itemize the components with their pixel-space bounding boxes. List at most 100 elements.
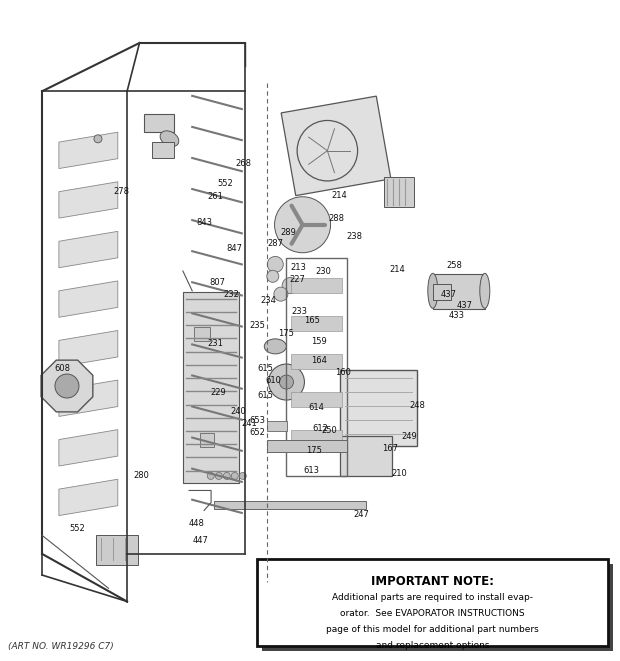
- Bar: [291, 430, 342, 445]
- Bar: [291, 392, 342, 407]
- Text: 433: 433: [449, 311, 465, 321]
- Bar: [214, 501, 366, 509]
- Bar: [267, 421, 286, 431]
- Bar: [286, 258, 347, 476]
- Text: Additional parts are required to install evap-: Additional parts are required to install…: [332, 592, 533, 602]
- Text: 653: 653: [249, 416, 265, 425]
- Bar: [144, 114, 174, 132]
- Circle shape: [268, 364, 304, 400]
- Text: 610: 610: [265, 376, 281, 385]
- Bar: [340, 436, 392, 476]
- Text: 229: 229: [211, 388, 226, 397]
- Polygon shape: [59, 281, 118, 317]
- Bar: [152, 142, 174, 158]
- Bar: [281, 96, 391, 196]
- Text: 233: 233: [291, 307, 308, 317]
- Text: 613: 613: [304, 466, 320, 475]
- Text: page of this model for additional part numbers: page of this model for additional part n…: [326, 625, 539, 633]
- Text: 234: 234: [260, 296, 277, 305]
- Text: 615: 615: [257, 364, 273, 373]
- Circle shape: [207, 473, 215, 479]
- Circle shape: [267, 256, 283, 272]
- Text: 652: 652: [249, 428, 265, 438]
- Text: 214: 214: [331, 191, 347, 200]
- Circle shape: [239, 473, 246, 479]
- Bar: [291, 278, 342, 293]
- Text: 437: 437: [440, 290, 456, 299]
- Text: 288: 288: [329, 214, 345, 223]
- Text: 210: 210: [392, 469, 407, 478]
- Text: (ART NO. WR19296 C7): (ART NO. WR19296 C7): [8, 642, 113, 651]
- Circle shape: [275, 197, 330, 253]
- Bar: [194, 327, 210, 341]
- Circle shape: [223, 473, 230, 479]
- Text: 250: 250: [322, 426, 337, 436]
- Polygon shape: [59, 430, 118, 466]
- Text: 261: 261: [208, 192, 224, 202]
- Text: 258: 258: [446, 261, 463, 270]
- Text: 280: 280: [133, 471, 149, 481]
- Polygon shape: [183, 292, 239, 483]
- Bar: [433, 274, 485, 309]
- Text: 213: 213: [290, 263, 306, 272]
- Text: 289: 289: [280, 228, 296, 237]
- Text: 614: 614: [308, 403, 324, 412]
- Text: 231: 231: [208, 339, 224, 348]
- Text: orator.  See EVAPORATOR INSTRUCTIONS: orator. See EVAPORATOR INSTRUCTIONS: [340, 609, 525, 617]
- Polygon shape: [41, 360, 93, 412]
- Text: 278: 278: [113, 187, 130, 196]
- Circle shape: [231, 473, 238, 479]
- Text: 230: 230: [315, 266, 331, 276]
- Text: 847: 847: [226, 244, 242, 253]
- Polygon shape: [59, 132, 118, 169]
- Circle shape: [282, 278, 298, 293]
- Ellipse shape: [160, 131, 179, 147]
- Polygon shape: [59, 182, 118, 218]
- Polygon shape: [59, 380, 118, 416]
- Text: 214: 214: [389, 265, 405, 274]
- Text: 287: 287: [268, 239, 284, 248]
- Text: 843: 843: [196, 218, 212, 227]
- Bar: [96, 535, 138, 565]
- Circle shape: [55, 374, 79, 398]
- Circle shape: [94, 135, 102, 143]
- Circle shape: [215, 473, 223, 479]
- Text: IMPORTANT NOTE:: IMPORTANT NOTE:: [371, 574, 494, 588]
- Text: 160: 160: [335, 368, 351, 377]
- Ellipse shape: [264, 339, 286, 354]
- Text: 268: 268: [236, 159, 252, 169]
- Ellipse shape: [480, 274, 490, 308]
- Ellipse shape: [428, 274, 438, 308]
- Text: 615: 615: [257, 391, 273, 400]
- Text: 552: 552: [70, 524, 86, 533]
- Polygon shape: [59, 231, 118, 268]
- Text: 437: 437: [456, 301, 472, 310]
- Polygon shape: [59, 479, 118, 516]
- Text: and replacement options: and replacement options: [376, 641, 489, 650]
- Text: 608: 608: [55, 364, 71, 373]
- Bar: [257, 559, 608, 646]
- Text: 227: 227: [289, 275, 305, 284]
- Bar: [200, 433, 214, 447]
- Bar: [267, 440, 347, 451]
- Text: 232: 232: [223, 290, 239, 299]
- Circle shape: [280, 375, 293, 389]
- Text: 241: 241: [242, 418, 257, 428]
- Bar: [262, 564, 613, 652]
- Text: 175: 175: [306, 446, 322, 455]
- Text: 175: 175: [278, 329, 294, 338]
- Bar: [384, 177, 414, 207]
- Bar: [291, 354, 342, 369]
- Bar: [340, 370, 417, 446]
- Text: 159: 159: [311, 336, 327, 346]
- Text: 238: 238: [346, 232, 362, 241]
- Text: 552: 552: [217, 178, 232, 188]
- Text: 807: 807: [210, 278, 226, 288]
- Text: 248: 248: [409, 401, 425, 410]
- Text: 249: 249: [402, 432, 417, 441]
- Text: 167: 167: [382, 444, 398, 453]
- Text: 612: 612: [312, 424, 329, 433]
- Bar: [433, 284, 451, 300]
- Text: 235: 235: [249, 321, 265, 330]
- Circle shape: [267, 270, 279, 282]
